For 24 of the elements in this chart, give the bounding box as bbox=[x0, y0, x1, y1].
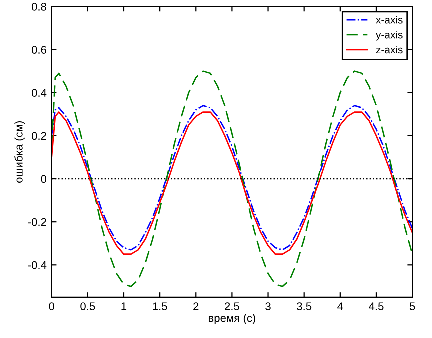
y-tick-label: -0.2 bbox=[28, 218, 46, 226]
x-tick-label: 4 bbox=[338, 302, 344, 310]
y-tick-label: -0.4 bbox=[28, 261, 47, 270]
x-tick-label: 0 bbox=[49, 302, 54, 310]
x-tick-label: 0.5 bbox=[80, 302, 96, 310]
y-tick-label: 0 bbox=[41, 175, 47, 184]
y-tick-label: 0.4 bbox=[32, 89, 47, 98]
x-tick-label: 2 bbox=[194, 302, 199, 310]
x-tick-label: 3 bbox=[266, 302, 271, 310]
y-tick-label: 0.2 bbox=[32, 132, 46, 140]
legend-label: x-axis bbox=[376, 16, 403, 24]
x-tick-label: 4.5 bbox=[369, 302, 384, 310]
legend-label: y-axis bbox=[376, 31, 403, 41]
x-tick-label: 1.5 bbox=[153, 302, 168, 310]
x-tick-label: 1 bbox=[122, 302, 127, 310]
y-tick-label: 0.8 bbox=[32, 3, 46, 11]
legend-label: z-axis bbox=[376, 46, 403, 54]
x-axis-title: время (с) bbox=[208, 314, 256, 324]
x-tick-label: 5 bbox=[410, 302, 416, 310]
y-tick-label: 0.6 bbox=[32, 46, 46, 54]
line-series bbox=[52, 70, 413, 288]
x-tick-label: 2.5 bbox=[225, 302, 240, 310]
x-tick-label: 3.5 bbox=[297, 302, 312, 310]
y-axis-title: ошибка (см) bbox=[14, 121, 26, 183]
